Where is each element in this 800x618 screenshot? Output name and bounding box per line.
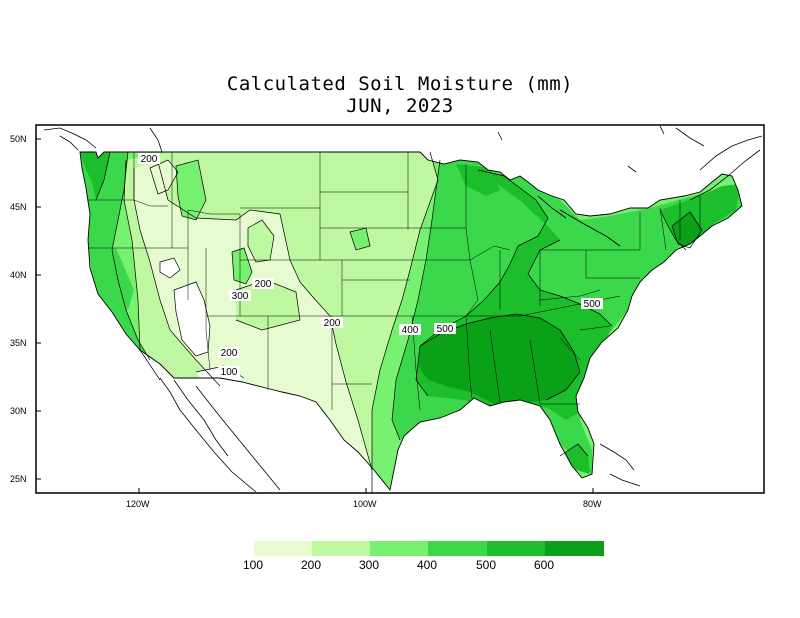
contour-label: 100 (221, 367, 238, 378)
legend-label: 100 (243, 558, 264, 572)
legend-swatch-5 (487, 541, 546, 556)
chart-title: Calculated Soil Moisture (mm) (226, 73, 574, 95)
lat-label-35n: 35N (10, 338, 27, 348)
us-outline (79, 151, 743, 492)
moisture-region (80, 152, 150, 360)
legend-label: 400 (417, 558, 438, 572)
legend-label: 600 (534, 558, 555, 572)
neighbour-coastlines (43, 125, 763, 493)
contour-label-group: 200 300 200 200 200 100 400 500 500 (138, 153, 603, 378)
lon-label-120w: 120W (126, 499, 150, 509)
legend-label: 500 (476, 558, 497, 572)
legend-label: 300 (359, 558, 380, 572)
lon-label-100w: 100W (353, 499, 377, 509)
contour-label: 500 (584, 299, 601, 310)
chart-subtitle: JUN, 2023 (346, 95, 454, 117)
contour-label: 200 (221, 348, 238, 359)
moisture-region (150, 160, 178, 194)
lat-label-30n: 30N (10, 406, 27, 416)
contour-label: 400 (402, 325, 419, 336)
moisture-region (672, 212, 702, 248)
moisture-region (560, 444, 590, 474)
moisture-region (176, 160, 206, 220)
contour-label: 300 (232, 291, 249, 302)
lat-label-40n: 40N (10, 270, 27, 280)
legend-label: 200 (301, 558, 322, 572)
lat-label-25n: 25N (10, 474, 27, 484)
moisture-region (456, 164, 500, 196)
moisture-region (248, 220, 274, 262)
lon-label-80w: 80W (583, 499, 602, 509)
moisture-region (80, 152, 110, 200)
moisture-region (350, 228, 370, 250)
lon-ticks (138, 488, 594, 493)
moisture-region (160, 258, 180, 278)
lat-label-50n: 50N (10, 134, 27, 144)
contour-lines (95, 151, 703, 493)
legend-colorbar (254, 541, 604, 556)
lat-label-45n: 45N (10, 202, 27, 212)
legend-swatch-6 (545, 541, 604, 556)
moisture-region (174, 282, 210, 356)
contour-label: 200 (141, 154, 158, 165)
contour-label: 200 (324, 318, 341, 329)
legend-swatch-4 (428, 541, 487, 556)
legend-swatch-3 (370, 541, 429, 556)
moisture-region (90, 248, 134, 310)
moisture-region (418, 314, 580, 404)
contour-label: 200 (255, 279, 272, 290)
moisture-region (236, 280, 300, 330)
lat-ticks (36, 138, 41, 480)
contour-label: 500 (437, 324, 454, 335)
legend-swatch-2 (312, 541, 371, 556)
legend-swatch-1 (254, 541, 313, 556)
